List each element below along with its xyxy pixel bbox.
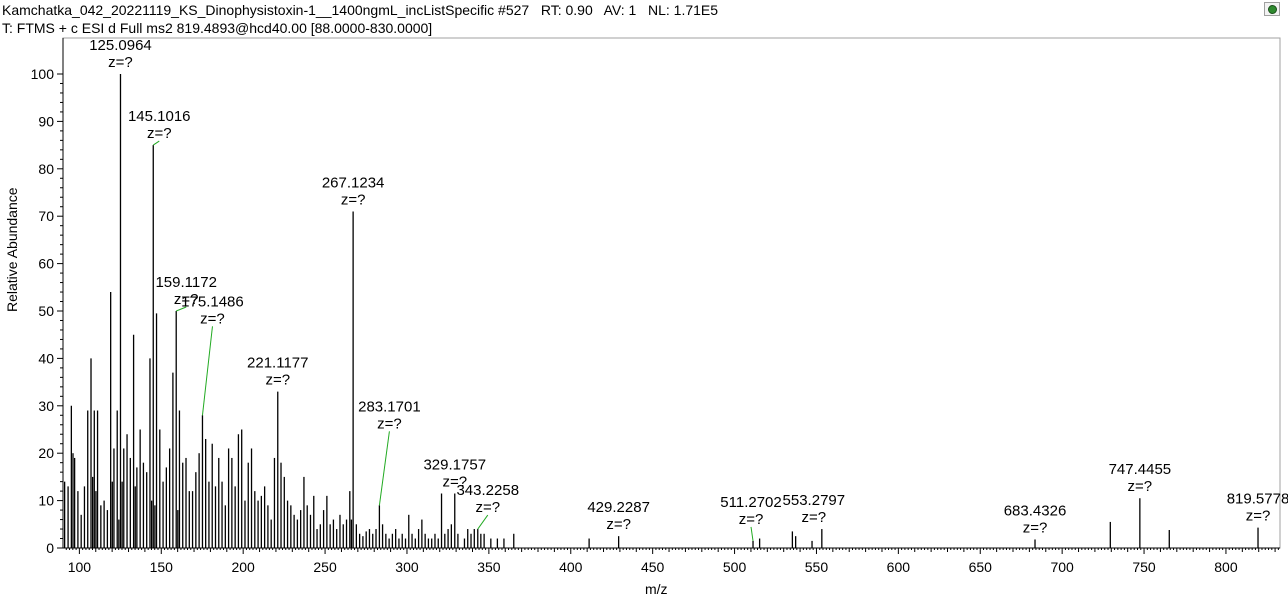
- x-tick-label: 350: [477, 559, 501, 575]
- peak-mz-label: 267.1234: [322, 174, 385, 191]
- scan-header: Kamchatka_042_20221119_KS_Dinophysistoxi…: [2, 2, 719, 18]
- y-tick-label: 90: [38, 113, 54, 129]
- spectrum-settings-icon-dot: [1268, 5, 1277, 14]
- peak-charge-label: z=?: [1128, 478, 1153, 495]
- peak-mz-label: 175.1486: [181, 293, 244, 310]
- y-tick-label: 20: [38, 445, 54, 461]
- y-tick-label: 10: [38, 493, 54, 509]
- peak-charge-label: z=?: [802, 509, 827, 526]
- peak-mz-label: 159.1172: [155, 274, 216, 291]
- y-tick-label: 80: [38, 161, 54, 177]
- peak-charge-label: z=?: [108, 54, 133, 71]
- peak-mz-label: 221.1177: [247, 355, 308, 372]
- y-tick-label: 60: [38, 256, 54, 272]
- scan-filter: T: FTMS + c ESI d Full ms2 819.4893@hcd4…: [2, 20, 433, 36]
- x-tick-label: 200: [231, 559, 255, 575]
- peak-mz-label: 125.0964: [89, 37, 152, 54]
- annotation-leader-line: [176, 306, 187, 312]
- annotation-leader-line: [378, 431, 390, 506]
- peak-charge-label: z=?: [1246, 508, 1271, 525]
- annotation-leader-line: [750, 526, 754, 541]
- peak-mz-label: 747.4455: [1109, 461, 1172, 478]
- peak-charge-label: z=?: [739, 511, 764, 528]
- peak-mz-label: 343.2258: [456, 482, 519, 499]
- annotation-leader-line: [477, 514, 489, 530]
- peak-mz-label: 145.1016: [128, 108, 191, 125]
- peak-charge-label: z=?: [606, 516, 631, 533]
- x-tick-label: 800: [1214, 559, 1238, 575]
- peak-charge-label: z=?: [265, 372, 290, 389]
- plot-frame: [62, 37, 1281, 549]
- peak-charge-label: z=?: [377, 415, 402, 432]
- y-tick-label: 40: [38, 350, 54, 366]
- peak-mz-label: 329.1757: [423, 456, 486, 473]
- x-tick-label: 300: [395, 559, 419, 575]
- annotation-leader-line: [201, 326, 213, 416]
- x-tick-label: 550: [805, 559, 829, 575]
- peak-mz-label: 283.1701: [358, 398, 421, 415]
- y-tick-label: 100: [31, 66, 55, 82]
- peak-charge-label: z=?: [174, 291, 199, 308]
- peak-charge-label: z=?: [200, 310, 225, 327]
- x-tick-label: 400: [559, 559, 583, 575]
- x-tick-label: 650: [969, 559, 993, 575]
- y-tick-label: 70: [38, 208, 54, 224]
- y-axis-label: Relative Abundance: [4, 187, 20, 312]
- peak-mz-label: 819.5778: [1227, 491, 1288, 508]
- peak-charge-label: z=?: [475, 499, 500, 516]
- x-tick-label: 450: [641, 559, 665, 575]
- peak-charge-label: z=?: [1023, 519, 1048, 536]
- x-tick-label: 500: [723, 559, 747, 575]
- x-axis-label: m/z: [645, 581, 668, 597]
- x-tick-label: 250: [313, 559, 337, 575]
- annotation-leader-line: [152, 140, 160, 146]
- spectrum-settings-icon[interactable]: [1264, 2, 1280, 16]
- peak-charge-label: z=?: [442, 473, 467, 490]
- x-tick-label: 100: [68, 559, 92, 575]
- x-tick-label: 600: [887, 559, 911, 575]
- peak-mz-label: 511.2702: [720, 494, 781, 511]
- peak-mz-label: 429.2287: [587, 499, 650, 516]
- y-tick-label: 50: [38, 303, 54, 319]
- y-tick-label: 0: [46, 540, 54, 556]
- peak-charge-label: z=?: [341, 191, 366, 208]
- x-tick-label: 150: [150, 559, 174, 575]
- peak-charge-label: z=?: [147, 125, 172, 142]
- x-tick-label: 750: [1132, 559, 1156, 575]
- peak-mz-label: 683.4326: [1004, 502, 1067, 519]
- peak-mz-label: 553.2797: [783, 492, 846, 509]
- x-tick-label: 700: [1050, 559, 1074, 575]
- y-tick-label: 30: [38, 398, 54, 414]
